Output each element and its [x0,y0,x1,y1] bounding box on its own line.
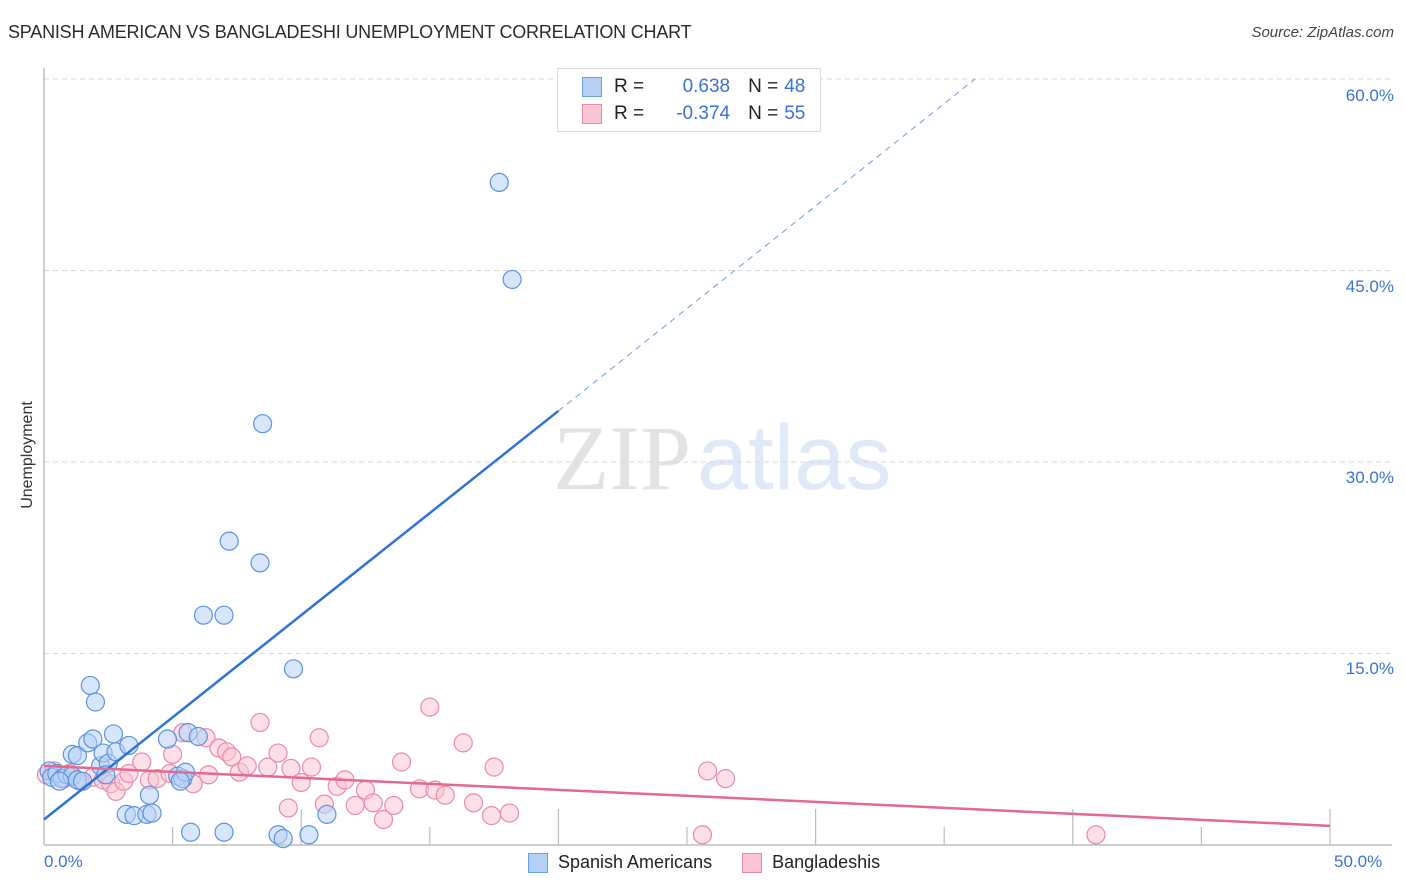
correlation-legend: R = 0.638 N = 48 R = -0.374 N = 55 [557,68,821,132]
data-point [268,743,288,763]
n-value: 55 [784,103,806,124]
data-point [214,605,234,625]
axes-lines [43,68,1392,846]
spanish-americans-trendline-extension [558,78,976,412]
blue-swatch-icon [528,852,548,873]
watermark-atlas: atlas [697,407,892,509]
y-tick-30: 30.0% [1345,468,1394,487]
spanish-americans-trendline [43,409,560,821]
legend-label: Bangladeshis [772,852,881,872]
data-point [391,752,412,772]
data-point [139,785,160,805]
legend-row-bangladeshis: R = -0.374 N = 55 [582,102,805,126]
data-point [250,712,270,733]
data-point [80,675,100,696]
data-point [250,553,270,573]
gridlines [44,78,1392,654]
watermark: ZIPatlas [553,405,891,511]
legend-item-bangladeshis[interactable]: Bangladeshis [742,852,880,873]
data-point [96,765,116,785]
source-label: Source: ZipAtlas.com [1251,24,1394,41]
legend-item-spanish-americans[interactable]: Spanish Americans [528,852,712,873]
data-point [83,729,103,749]
data-point [384,795,404,816]
data-point [345,795,365,816]
data-point [181,822,201,842]
data-point [317,804,337,824]
data-point [502,269,522,290]
data-point [157,729,178,749]
x-tick-50: 50.0% [1334,852,1383,871]
data-point [253,414,273,434]
series-legend: Spanish Americans Bangladeshis [528,852,910,873]
legend-label: Spanish Americans [558,852,713,872]
data-point [278,798,298,818]
y-tick-15: 15.0% [1345,659,1394,678]
data-point [67,746,88,766]
data-point [420,697,440,717]
x-tick-0: 0.0% [44,852,83,871]
data-point [222,747,242,767]
data-point [301,757,322,777]
trendlines [43,78,1331,828]
r-value: 0.638 [682,76,731,97]
data-point [1086,825,1106,845]
legend-row-spanish-americans: R = 0.638 N = 48 [582,75,805,99]
data-point [489,172,509,193]
pink-swatch-icon [582,104,602,124]
data-point [499,803,520,823]
n-label: N = [748,76,779,97]
data-point [142,803,162,823]
r-label: R = [614,76,645,97]
data-point [273,829,293,849]
data-point [692,825,713,845]
data-point [283,659,304,679]
data-point [214,822,234,842]
blue-swatch-icon [582,77,602,97]
n-label: N = [748,103,779,124]
y-tick-45: 45.0% [1345,277,1394,296]
data-point [435,785,455,805]
data-point [49,771,70,791]
watermark-zip: ZIP [553,407,691,509]
data-point [484,757,504,777]
data-point [237,756,257,776]
data-point [299,825,319,845]
data-point [697,761,718,781]
data-point [373,809,394,830]
data-point [481,806,502,826]
data-point [193,605,214,625]
data-point [188,726,208,747]
n-value: 48 [784,76,806,97]
y-tick-60: 60.0% [1345,86,1394,105]
data-point [132,752,152,772]
data-point [715,769,736,789]
r-label: R = [614,103,645,124]
data-point [309,728,329,748]
r-value: -0.374 [676,103,731,124]
pink-swatch-icon [742,852,763,873]
chart-title: SPANISH AMERICAN VS BANGLADESHI UNEMPLOY… [8,22,692,42]
series-bangladeshis [36,697,1106,845]
data-point [103,724,124,744]
data-point [219,531,239,551]
data-point [463,793,484,813]
data-point [363,793,383,813]
data-point [85,692,106,712]
bangladeshis-trendline [43,764,1331,828]
data-point [453,733,473,753]
data-point [291,772,311,793]
data-point [170,771,190,791]
series-spanish-americans [39,172,522,849]
